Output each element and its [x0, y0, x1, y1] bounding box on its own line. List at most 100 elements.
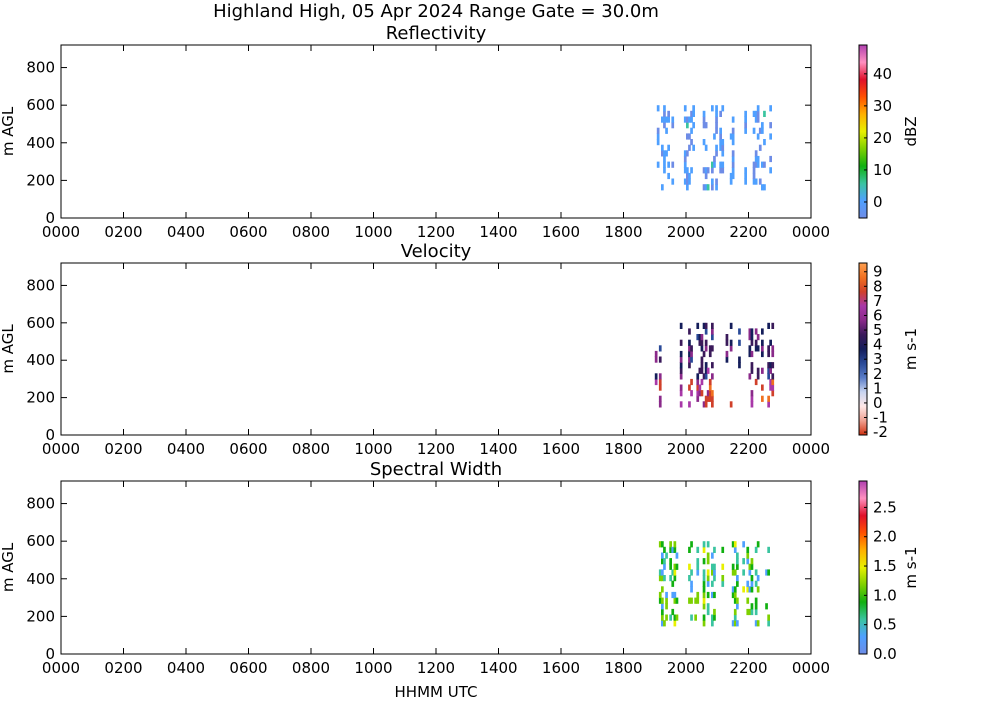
x-tick-label: 2000: [667, 223, 705, 241]
heatmap-cell: [661, 614, 664, 621]
heatmap-cell: [754, 178, 758, 185]
heatmap-cell: [746, 580, 750, 587]
heatmap-cell: [756, 373, 760, 380]
heatmap-cell: [679, 356, 683, 363]
x-tick-label: 0000: [792, 659, 830, 677]
heatmap-cell: [746, 608, 750, 616]
x-tick-label: 0200: [104, 659, 142, 677]
heatmap-cell: [713, 569, 716, 576]
heatmap-cell: [683, 161, 687, 168]
heatmap-cell: [756, 586, 760, 593]
heatmap-cell: [654, 378, 658, 386]
heatmap-cell: [744, 172, 747, 180]
heatmap-cell: [658, 575, 662, 582]
heatmap-cell: [731, 172, 735, 180]
heatmap-cell: [767, 620, 770, 627]
heatmap-cell: [756, 110, 760, 117]
heatmap-cell: [700, 390, 704, 397]
y-tick-label: 400: [26, 570, 55, 588]
colorbar-tick-label: 9: [873, 263, 883, 281]
heatmap-cell: [656, 139, 660, 146]
heatmap-cell: [683, 167, 687, 174]
heatmap-cell: [658, 597, 662, 604]
heatmap-cell: [673, 569, 677, 576]
heatmap-cell: [756, 105, 760, 112]
heatmap-cell: [688, 339, 691, 346]
heatmap-cell: [704, 339, 708, 346]
colorbar-tick-label: -2: [873, 423, 888, 441]
heatmap-cell: [688, 563, 691, 570]
heatmap-cell: [715, 105, 718, 112]
heatmap-cell: [683, 155, 687, 163]
heatmap-cell: [761, 127, 764, 134]
x-tick-label: 1000: [354, 440, 392, 458]
x-tick-label: 0600: [229, 659, 267, 677]
heatmap-cell: [754, 155, 758, 163]
heatmap-cell: [688, 116, 691, 123]
heatmap-cell: [692, 110, 695, 117]
colorbar-tick-label: 20: [873, 129, 892, 147]
heatmap-cell: [671, 608, 675, 616]
heatmap-cell: [690, 569, 693, 576]
heatmap-cell: [679, 322, 683, 329]
heatmap-cell: [702, 614, 706, 621]
heatmap-cell: [761, 350, 764, 358]
heatmap-cell: [769, 133, 772, 140]
colorbar-tick-label: 7: [873, 292, 883, 310]
heatmap-cell: [708, 350, 712, 358]
heatmap-cell: [702, 569, 706, 576]
heatmap-cell: [686, 172, 689, 180]
heatmap-cell: [686, 178, 689, 185]
heatmap-cell: [756, 345, 760, 352]
heatmap-cell: [750, 575, 754, 582]
heatmap-cell: [752, 172, 756, 180]
heatmap-cell: [702, 591, 706, 599]
heatmap-cell: [708, 390, 712, 397]
heatmap-cell: [736, 603, 739, 610]
heatmap-cell: [771, 373, 775, 380]
heatmap-cell: [748, 345, 752, 352]
heatmap-cell: [673, 541, 677, 548]
heatmap-cell: [702, 401, 706, 408]
heatmap-cell: [663, 150, 666, 157]
x-tick-label: 1200: [417, 659, 455, 677]
heatmap-cell: [696, 395, 700, 402]
heatmap-cell: [771, 350, 775, 358]
heatmap-cell: [706, 167, 710, 174]
heatmap-cell: [706, 552, 710, 559]
heatmap-cell: [690, 127, 693, 134]
heatmap-cell: [731, 139, 735, 146]
heatmap-cell: [706, 558, 710, 565]
heatmap-cell: [769, 155, 772, 163]
heatmap-cell: [683, 150, 687, 157]
heatmap-cell: [769, 367, 772, 374]
heatmap-cell: [761, 122, 764, 129]
heatmap-cell: [661, 608, 664, 616]
heatmap-cell: [758, 178, 762, 185]
heatmap-cell: [754, 608, 758, 616]
x-tick-label: 0000: [42, 659, 80, 677]
heatmap-cell: [661, 603, 664, 610]
heatmap-cell: [715, 122, 718, 129]
heatmap-cell: [690, 586, 693, 593]
heatmap-cell: [711, 322, 714, 329]
heatmap-cell: [721, 161, 725, 168]
heatmap-cell: [683, 105, 687, 112]
heatmap-cell: [686, 150, 689, 157]
heatmap-cell: [748, 586, 752, 593]
heatmap-cell: [711, 614, 714, 621]
heatmap-cell: [715, 127, 718, 134]
heatmap-cell: [702, 620, 706, 627]
heatmap-cell: [690, 580, 693, 587]
heatmap-cell: [663, 110, 666, 117]
heatmap-cell: [754, 580, 758, 587]
colorbar-tick-label: 4: [873, 336, 883, 354]
heatmap-cell: [708, 384, 712, 391]
x-tick-label: 0000: [792, 440, 830, 458]
heatmap-cell: [754, 546, 758, 553]
heatmap-cell: [719, 133, 722, 140]
heatmap-cell: [661, 620, 664, 627]
heatmap-cell: [673, 614, 677, 621]
heatmap-cells: [656, 105, 772, 191]
